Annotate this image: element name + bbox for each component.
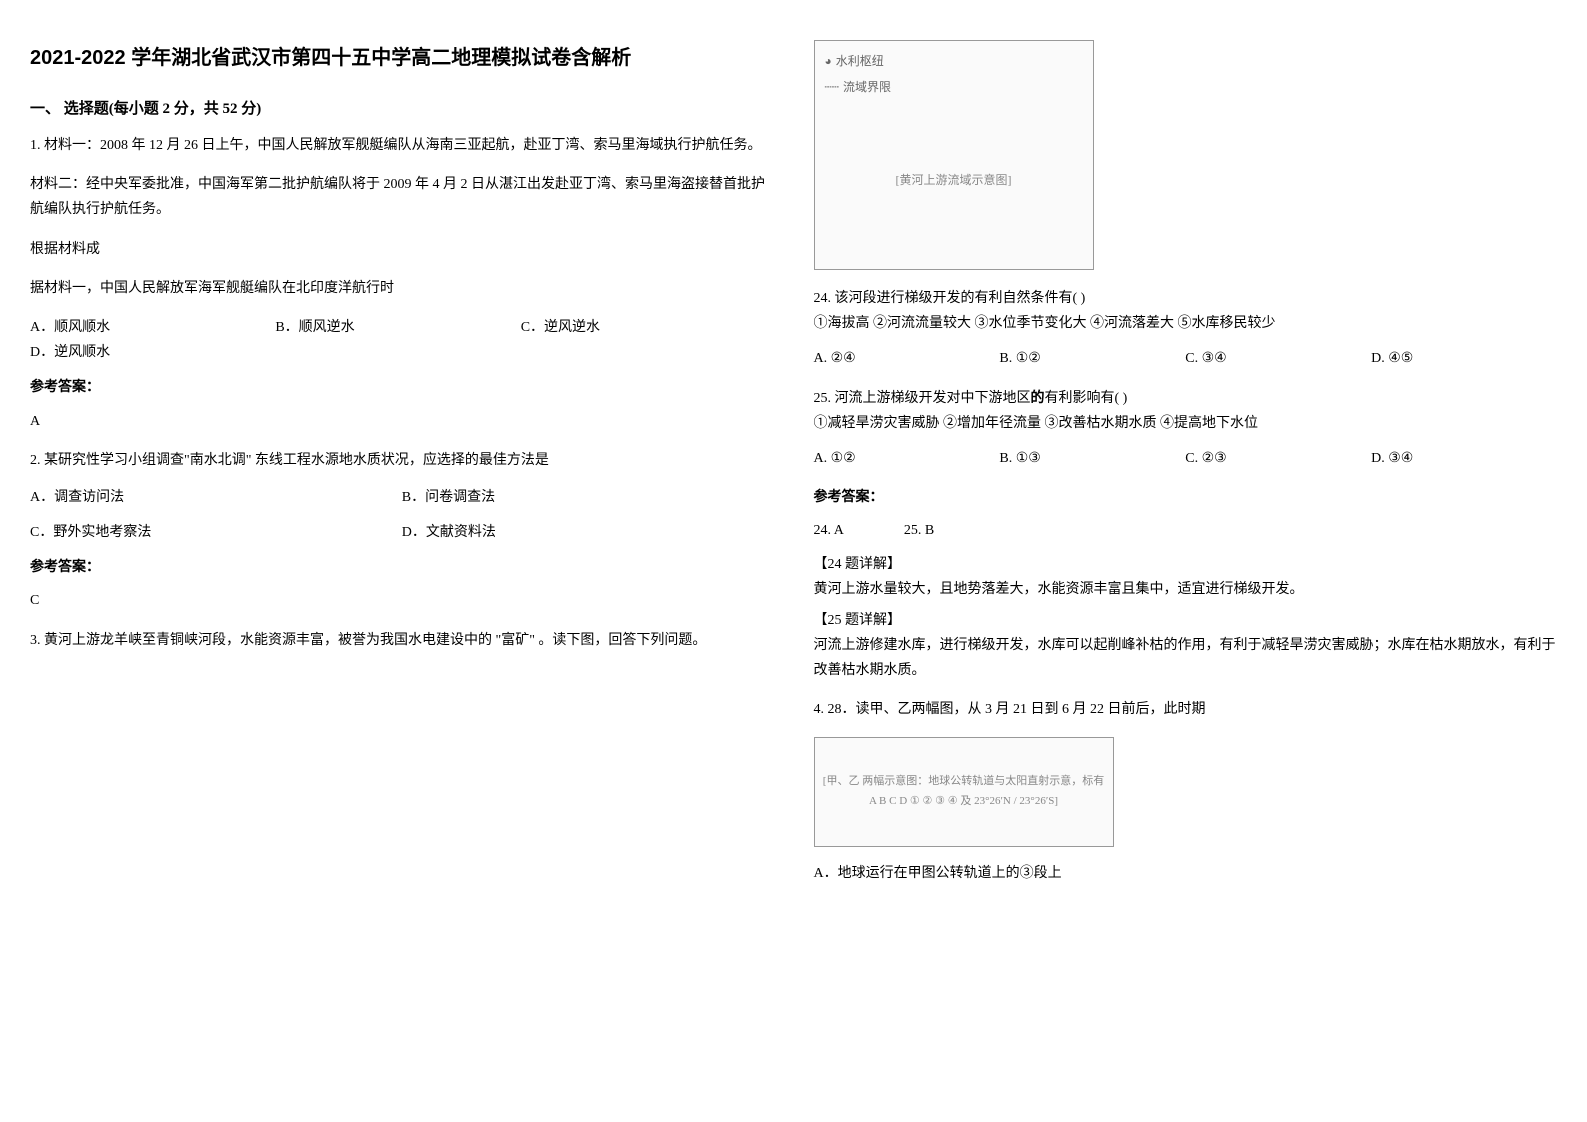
right-column: ◕ 水利枢纽 ┄┄ 流域界限 [黄河上游流域示意图] 24. 该河段进行梯级开发… [814,40,1558,900]
q25-option-d: D. ③④ [1371,446,1557,471]
q2-option-d: D．文献资料法 [402,520,774,545]
section-heading: 一、 选择题(每小题 2 分，共 52 分) [30,96,774,123]
map-legend-1-text: 水利枢纽 [836,51,884,73]
q1-stem-3: 根据材料成 [30,237,774,262]
q24-option-c: C. ③④ [1185,346,1371,371]
map-legend-2-text: 流域界限 [843,77,891,99]
q24-option-d: D. ④⑤ [1371,346,1557,371]
q1-answer: A [30,409,774,434]
q24-items: ①海拔高 ②河流流量较大 ③水位季节变化大 ④河流落差大 ⑤水库移民较少 [814,311,1558,336]
q25-option-c: C. ②③ [1185,446,1371,471]
map-legend-1: ◕ 水利枢纽 [825,51,884,73]
q1-option-b: B．顺风逆水 [275,315,520,340]
q24-stem: 24. 该河段进行梯级开发的有利自然条件有( ) [814,286,1558,311]
q24-option-b: B. ①② [999,346,1185,371]
q24-detail-body: 黄河上游水量较大，且地势落差大，水能资源丰富且集中，适宜进行梯级开发。 [814,577,1558,602]
question-4: 4. 28．读甲、乙两幅图，从 3 月 21 日到 6 月 22 日前后，此时期… [814,697,1558,885]
hydro-icon: ◕ [825,51,832,73]
q24-options: A. ②④ B. ①② C. ③④ D. ④⑤ [814,346,1558,371]
q3-answer-label: 参考答案： [814,485,1558,510]
q25-stem-a: 25. 河流上游梯级开发对中下游地区 [814,391,1031,406]
q2-answer-label: 参考答案： [30,555,774,580]
q1-answer-label: 参考答案： [30,375,774,400]
q25-detail-head: 【25 题详解】 [814,608,1558,633]
q25-detail-body: 河流上游修建水库，进行梯级开发，水库可以起削峰补枯的作用，有利于减轻旱涝灾害威胁… [814,633,1558,683]
q25-answer: 25. B [904,518,934,543]
q25-stem-bold: 的 [1031,391,1045,406]
question-1: 1. 材料一：2008 年 12 月 26 日上午，中国人民解放军舰艇编队从海南… [30,133,774,434]
q25-option-a: A. ①② [814,446,1000,471]
q3-stem: 3. 黄河上游龙羊峡至青铜峡河段，水能资源丰富，被誉为我国水电建设中的 "富矿"… [30,628,774,653]
exam-title: 2021-2022 学年湖北省武汉市第四十五中学高二地理模拟试卷含解析 [30,40,774,76]
q2-stem: 2. 某研究性学习小组调查"南水北调" 东线工程水源地水质状况，应选择的最佳方法… [30,448,774,473]
question-2: 2. 某研究性学习小组调查"南水北调" 东线工程水源地水质状况，应选择的最佳方法… [30,448,774,614]
q24-option-a: A. ②④ [814,346,1000,371]
q1-stem-2: 材料二：经中央军委批准，中国海军第二批护航编队将于 2009 年 4 月 2 日… [30,172,774,222]
q3-answer-row: 24. A 25. B [814,518,1558,543]
q1-stem-4: 据材料一，中国人民解放军海军舰艇编队在北印度洋航行时 [30,276,774,301]
q24-detail-head: 【24 题详解】 [814,552,1558,577]
q4-diagram-alt: [甲、乙 两幅示意图：地球公转轨道与太阳直射示意，标有 A B C D ① ② … [819,772,1109,812]
map-legend-2: ┄┄ 流域界限 [825,77,891,99]
q1-options: A．顺风顺水 B．顺风逆水 C．逆风逆水 D．逆风顺水 [30,315,774,365]
q1-stem-1: 1. 材料一：2008 年 12 月 26 日上午，中国人民解放军舰艇编队从海南… [30,133,774,158]
boundary-icon: ┄┄ [825,77,839,99]
map-body: [黄河上游流域示意图] [825,102,1083,259]
q1-option-a: A．顺风顺水 [30,315,275,340]
q24-answer: 24. A [814,518,844,543]
q2-option-b: B．问卷调查法 [402,485,774,510]
q4-stem: 4. 28．读甲、乙两幅图，从 3 月 21 日到 6 月 22 日前后，此时期 [814,697,1558,722]
q2-options-row2: C．野外实地考察法 D．文献资料法 [30,520,774,545]
q2-answer: C [30,588,774,613]
q1-option-d: D．逆风顺水 [30,340,275,365]
q2-options-row1: A．调查访问法 B．问卷调查法 [30,485,774,510]
question-3-intro: 3. 黄河上游龙羊峡至青铜峡河段，水能资源丰富，被誉为我国水电建设中的 "富矿"… [30,628,774,653]
q4-diagram: [甲、乙 两幅示意图：地球公转轨道与太阳直射示意，标有 A B C D ① ② … [814,737,1114,847]
q2-option-c: C．野外实地考察法 [30,520,402,545]
q3-map-figure: ◕ 水利枢纽 ┄┄ 流域界限 [黄河上游流域示意图] [814,40,1094,270]
question-24: 24. 该河段进行梯级开发的有利自然条件有( ) ①海拔高 ②河流流量较大 ③水… [814,286,1558,372]
q25-options: A. ①② B. ①③ C. ②③ D. ③④ [814,446,1558,471]
question-25: 25. 河流上游梯级开发对中下游地区的有利影响有( ) ①减轻旱涝灾害威胁 ②增… [814,386,1558,472]
q25-stem-b: 有利影响有( ) [1045,391,1128,406]
q25-stem: 25. 河流上游梯级开发对中下游地区的有利影响有( ) [814,386,1558,411]
q1-option-c: C．逆风逆水 [521,315,766,340]
left-column: 2021-2022 学年湖北省武汉市第四十五中学高二地理模拟试卷含解析 一、 选… [30,40,774,900]
q25-items: ①减轻旱涝灾害威胁 ②增加年径流量 ③改善枯水期水质 ④提高地下水位 [814,411,1558,436]
q4-option-a: A．地球运行在甲图公转轨道上的③段上 [814,861,1558,886]
q25-option-b: B. ①③ [999,446,1185,471]
q2-option-a: A．调查访问法 [30,485,402,510]
